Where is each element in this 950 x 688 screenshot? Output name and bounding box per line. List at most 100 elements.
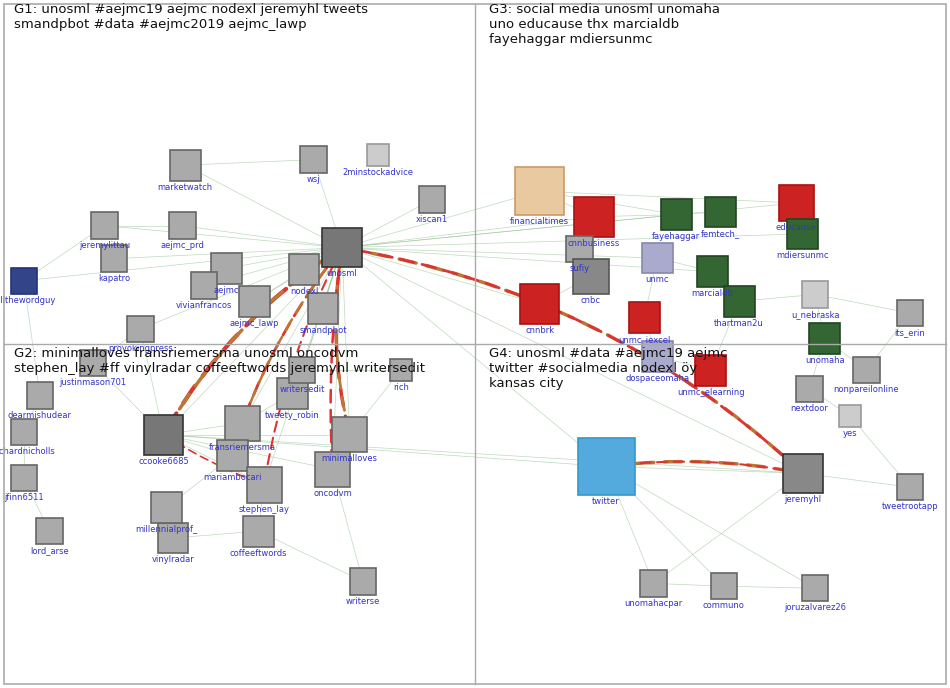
FancyBboxPatch shape <box>14 272 33 290</box>
FancyBboxPatch shape <box>788 460 817 487</box>
FancyBboxPatch shape <box>806 286 825 303</box>
FancyBboxPatch shape <box>304 151 323 169</box>
FancyBboxPatch shape <box>143 415 183 455</box>
Text: tweetrootapp: tweetrootapp <box>882 502 939 511</box>
Text: writersedit: writersedit <box>279 385 325 394</box>
FancyBboxPatch shape <box>30 387 49 405</box>
FancyBboxPatch shape <box>14 469 33 487</box>
FancyBboxPatch shape <box>570 240 589 258</box>
Text: cnnbrk: cnnbrk <box>525 326 554 335</box>
Text: writerse: writerse <box>346 596 380 605</box>
Text: coffeeftwords: coffeeftwords <box>230 548 287 557</box>
Text: smandpbot: smandpbot <box>299 325 347 334</box>
FancyBboxPatch shape <box>640 570 667 596</box>
Text: twitter: twitter <box>592 497 620 506</box>
FancyBboxPatch shape <box>289 255 319 285</box>
FancyBboxPatch shape <box>248 520 269 542</box>
Text: its_erin: its_erin <box>895 328 925 337</box>
FancyBboxPatch shape <box>353 572 372 590</box>
FancyBboxPatch shape <box>897 474 923 500</box>
Text: yes: yes <box>843 429 858 438</box>
Text: unmc_iexcel: unmc_iexcel <box>618 335 671 344</box>
Text: dospaceomaha: dospaceomaha <box>625 374 690 383</box>
FancyBboxPatch shape <box>839 405 862 427</box>
Text: unomahacpar: unomahacpar <box>624 599 683 608</box>
FancyBboxPatch shape <box>522 174 557 208</box>
FancyBboxPatch shape <box>814 327 835 350</box>
Text: mariambocari: mariambocari <box>203 473 262 482</box>
FancyBboxPatch shape <box>661 200 692 230</box>
FancyBboxPatch shape <box>644 574 663 592</box>
FancyBboxPatch shape <box>243 516 274 546</box>
FancyBboxPatch shape <box>246 467 282 503</box>
Text: G3: social media unosml unomaha
uno educause thx marcialdb
fayehaggar mdiersunmc: G3: social media unosml unomaha uno educ… <box>489 3 720 47</box>
Text: rich: rich <box>393 383 408 392</box>
FancyBboxPatch shape <box>710 201 731 223</box>
FancyBboxPatch shape <box>95 217 114 235</box>
Text: fayehaggar: fayehaggar <box>653 232 700 241</box>
Text: joruzalvarez26: joruzalvarez26 <box>784 603 846 612</box>
Text: millennialprof_: millennialprof_ <box>135 525 198 534</box>
FancyBboxPatch shape <box>195 277 214 294</box>
Text: thartman2u: thartman2u <box>714 319 764 327</box>
FancyBboxPatch shape <box>901 478 920 496</box>
Text: educause: educause <box>776 222 816 232</box>
Text: jfinn6511: jfinn6511 <box>4 493 44 502</box>
FancyBboxPatch shape <box>239 286 270 316</box>
Text: oncodvm: oncodvm <box>314 488 352 498</box>
FancyBboxPatch shape <box>332 417 368 453</box>
FancyBboxPatch shape <box>516 167 563 215</box>
Text: kapatro: kapatro <box>98 274 130 283</box>
FancyBboxPatch shape <box>218 440 248 471</box>
Text: fransriemersma: fransriemersma <box>209 442 276 452</box>
Text: lord_arse: lord_arse <box>30 546 68 555</box>
FancyBboxPatch shape <box>806 579 825 597</box>
Text: 2minstockadvice: 2minstockadvice <box>343 168 413 177</box>
FancyBboxPatch shape <box>857 361 876 379</box>
FancyBboxPatch shape <box>629 303 659 333</box>
FancyBboxPatch shape <box>313 297 333 319</box>
Text: aejmc_prd: aejmc_prd <box>161 241 204 250</box>
FancyBboxPatch shape <box>578 438 635 495</box>
Text: unosml: unosml <box>327 270 357 279</box>
Text: cnbc: cnbc <box>580 296 601 305</box>
Text: jeremyhl: jeremyhl <box>784 495 822 504</box>
Text: marketwatch: marketwatch <box>158 182 213 191</box>
FancyBboxPatch shape <box>131 320 150 338</box>
Text: xiscan1: xiscan1 <box>416 215 448 224</box>
FancyBboxPatch shape <box>277 378 308 409</box>
FancyBboxPatch shape <box>574 197 614 237</box>
Text: nextdoor: nextdoor <box>790 404 828 413</box>
FancyBboxPatch shape <box>580 203 608 230</box>
Text: femtech_: femtech_ <box>700 229 740 238</box>
Text: tweety_robin: tweety_robin <box>265 411 320 420</box>
Text: sufiy: sufiy <box>569 264 590 273</box>
FancyBboxPatch shape <box>778 185 814 221</box>
FancyBboxPatch shape <box>729 290 750 312</box>
FancyBboxPatch shape <box>104 250 124 268</box>
Text: cnnbusiness: cnnbusiness <box>568 239 619 248</box>
FancyBboxPatch shape <box>642 243 673 273</box>
Text: mdiersunmc: mdiersunmc <box>776 251 829 260</box>
FancyBboxPatch shape <box>27 383 53 409</box>
FancyBboxPatch shape <box>211 253 241 283</box>
Text: financialtimes: financialtimes <box>510 217 569 226</box>
FancyBboxPatch shape <box>724 286 754 316</box>
FancyBboxPatch shape <box>393 363 408 378</box>
FancyBboxPatch shape <box>390 359 412 381</box>
FancyBboxPatch shape <box>647 247 668 269</box>
Text: unomaha: unomaha <box>805 356 845 365</box>
FancyBboxPatch shape <box>897 300 923 326</box>
Text: aejmc: aejmc <box>214 286 238 294</box>
FancyBboxPatch shape <box>800 380 819 398</box>
FancyBboxPatch shape <box>566 236 593 262</box>
FancyBboxPatch shape <box>809 323 840 354</box>
Text: ccooke6685: ccooke6685 <box>138 457 189 466</box>
FancyBboxPatch shape <box>901 304 920 322</box>
FancyBboxPatch shape <box>173 217 192 235</box>
Text: justinmason701: justinmason701 <box>60 378 126 387</box>
FancyBboxPatch shape <box>101 246 127 272</box>
Text: willthewordguy: willthewordguy <box>0 296 56 305</box>
FancyBboxPatch shape <box>573 259 609 294</box>
FancyBboxPatch shape <box>10 268 37 294</box>
